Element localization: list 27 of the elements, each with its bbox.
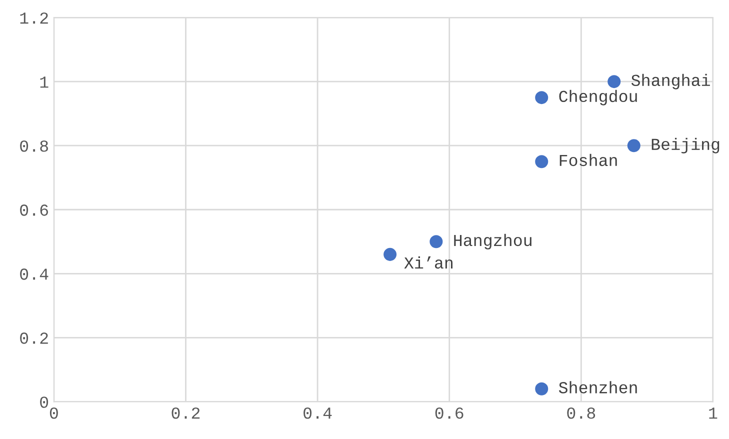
y-tick-label: 1.2 <box>20 12 48 24</box>
point <box>535 382 548 396</box>
annotation: Shanghai <box>631 74 710 90</box>
point <box>430 235 443 248</box>
annotation: Hangzhou <box>454 234 532 250</box>
annotation: Xi’an <box>404 256 452 269</box>
annotation: Beijing <box>652 138 720 154</box>
point <box>384 248 397 261</box>
point <box>535 91 548 104</box>
y-tick-label: 0.2 <box>20 332 48 344</box>
point <box>535 155 548 168</box>
x-tick-label: 0.2 <box>172 407 200 419</box>
x-tick-label: 0.8 <box>567 407 596 419</box>
annotation: Foshan <box>560 154 617 166</box>
y-tick-label: 0.4 <box>20 268 48 280</box>
x-tick-label: 0.6 <box>435 407 464 419</box>
x-tick-label: 1 <box>709 408 718 419</box>
annotation: Chengdou <box>559 90 637 106</box>
point <box>608 75 621 88</box>
annotation: Shenzhen <box>558 381 637 394</box>
x-tick-label: 0 <box>50 407 58 419</box>
y-tick-label: 0.6 <box>20 204 48 216</box>
point <box>627 139 640 152</box>
y-tick-label: 0 <box>40 396 48 408</box>
y-tick-label: 1 <box>40 76 48 88</box>
x-tick-label: 0.4 <box>304 407 332 419</box>
y-tick-label: 0.8 <box>20 140 48 152</box>
